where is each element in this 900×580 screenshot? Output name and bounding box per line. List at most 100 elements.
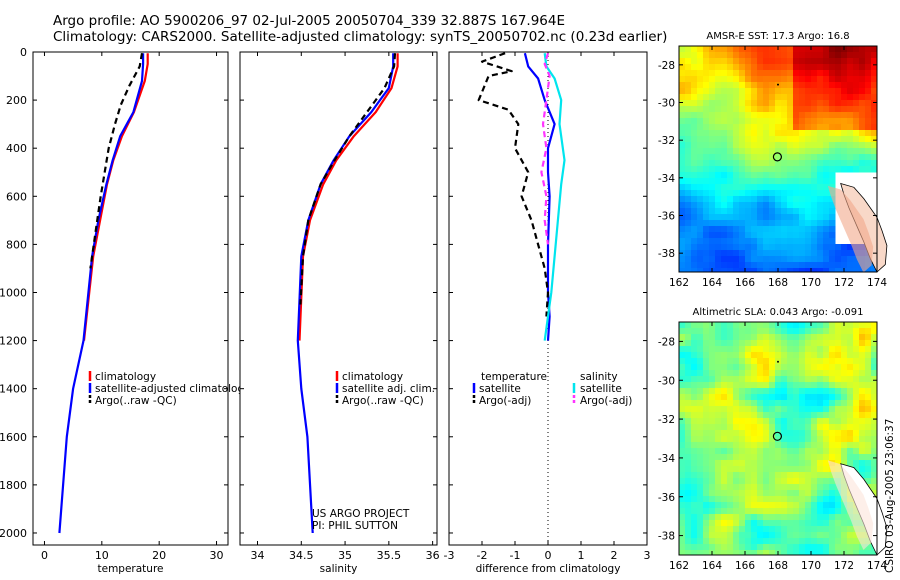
map-cell (709, 532, 716, 539)
map-cell (697, 460, 704, 467)
map-cell (745, 454, 752, 461)
map-cell (703, 250, 710, 257)
map-cell (787, 142, 794, 149)
map-cell (757, 106, 764, 113)
map-cell (745, 160, 752, 167)
map-cell (799, 388, 806, 395)
map-cell (787, 358, 794, 365)
map-cell (805, 220, 812, 227)
map-cell (733, 514, 740, 521)
map-cell (805, 520, 812, 527)
map-cell (733, 160, 740, 167)
map-cell (733, 460, 740, 467)
map-cell (685, 334, 692, 341)
x-tick-label: 35.5 (377, 549, 402, 562)
map-cell (727, 232, 734, 239)
map-cell (697, 346, 704, 353)
map-cell (805, 118, 812, 125)
map-cell (835, 526, 842, 533)
map-cell (823, 544, 830, 551)
map-cell (751, 154, 758, 161)
map-cell (817, 460, 824, 467)
map-cell (775, 256, 782, 263)
map-cell (691, 58, 698, 65)
map-cell (817, 76, 824, 83)
map-cell (703, 328, 710, 335)
map-cell (871, 88, 878, 95)
map-cell (775, 364, 782, 371)
map-cell (817, 538, 824, 545)
map-cell (793, 370, 800, 377)
map-cell (823, 88, 830, 95)
map-cell (817, 412, 824, 419)
map-cell (715, 94, 722, 101)
map-cell (715, 76, 722, 83)
map-cell (685, 160, 692, 167)
map-cell (853, 388, 860, 395)
map-cell (763, 160, 770, 167)
map-cell (865, 322, 872, 329)
map-cell (769, 166, 776, 173)
map-cell (721, 394, 728, 401)
map-cell (799, 250, 806, 257)
map-cell (799, 418, 806, 425)
map-cell (853, 88, 860, 95)
map-cell (781, 232, 788, 239)
map-cell (769, 340, 776, 347)
map-cell (715, 406, 722, 413)
map-cell (787, 550, 794, 556)
map-cell (793, 136, 800, 143)
map-cell (823, 94, 830, 101)
map-cell (817, 220, 824, 227)
map-cell (769, 346, 776, 353)
map-cell (829, 238, 836, 245)
map-cell (745, 196, 752, 203)
map-cell (799, 88, 806, 95)
map-cell (739, 76, 746, 83)
map-cell (823, 352, 830, 359)
map-cell (739, 142, 746, 149)
map-cell (733, 454, 740, 461)
map-cell (841, 148, 848, 155)
map-cell (811, 430, 818, 437)
map-cell (859, 112, 866, 119)
map-cell (805, 268, 812, 273)
map-cell (853, 400, 860, 407)
map-cell (691, 238, 698, 245)
map-cell (679, 328, 686, 335)
map-cell (679, 400, 686, 407)
map-cell (745, 232, 752, 239)
map-cell (787, 196, 794, 203)
map-cell (745, 514, 752, 521)
map-cell (775, 346, 782, 353)
map-cell (715, 532, 722, 539)
map-cell (691, 358, 698, 365)
map-cell (739, 166, 746, 173)
map-cell (805, 436, 812, 443)
map-cell (691, 514, 698, 521)
map-cell (679, 376, 686, 383)
map-cell (733, 532, 740, 539)
map-cell (847, 76, 854, 83)
map-cell (775, 520, 782, 527)
map-cell (727, 220, 734, 227)
map-cell (679, 142, 686, 149)
map-cell (757, 256, 764, 263)
map-cell (799, 118, 806, 125)
map-cell (757, 154, 764, 161)
map-cell (775, 166, 782, 173)
map-cell (697, 166, 704, 173)
map-cell (829, 244, 836, 251)
map-cell (739, 46, 746, 53)
map-cell (733, 520, 740, 527)
map-cell (763, 478, 770, 485)
map-cell (793, 460, 800, 467)
map-cell (703, 466, 710, 473)
map-cell (835, 328, 842, 335)
map-cell (697, 538, 704, 545)
map-cell (769, 382, 776, 389)
map-cell (793, 58, 800, 65)
map-cell (787, 256, 794, 263)
map-cell (829, 220, 836, 227)
legend-heading-salinity: salinity (580, 371, 618, 383)
